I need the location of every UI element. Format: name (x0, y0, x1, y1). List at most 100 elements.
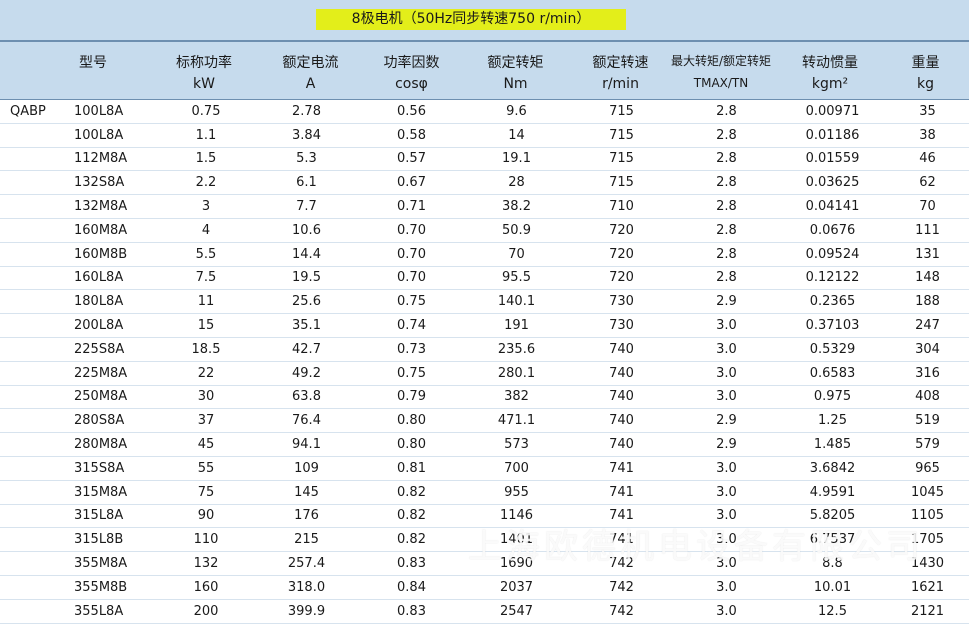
current-cell: 94.1 (254, 432, 359, 457)
inertia-cell: 5.8205 (779, 504, 886, 529)
inertia-cell: 0.00971 (779, 100, 886, 124)
weight-cell: 148 (886, 266, 969, 291)
torque-ratio-cell: 2.8 (674, 123, 779, 148)
torque-cell: 1146 (464, 504, 569, 529)
model-cell: 160M8A (62, 218, 158, 243)
speed-cell: 715 (569, 147, 674, 172)
current-cell: 109 (254, 456, 359, 481)
weight-cell: 38 (886, 123, 969, 148)
series-cell (0, 337, 62, 362)
header-unit: Nm (503, 76, 528, 92)
power-factor-cell: 0.84 (359, 575, 464, 600)
power-cell: 55 (158, 456, 254, 481)
header-unit: TMAX/TN (693, 76, 749, 90)
power-factor-cell: 0.58 (359, 123, 464, 148)
current-cell: 7.7 (254, 194, 359, 219)
power-cell: 75 (158, 480, 254, 505)
table-title: 8极电机（50Hz同步转速750 r/min） (316, 9, 626, 30)
torque-ratio-cell: 3.0 (674, 385, 779, 410)
power-cell: 110 (158, 527, 254, 553)
inertia-cell: 0.04141 (779, 194, 886, 219)
inertia-cell: 0.0676 (779, 218, 886, 243)
speed-cell: 715 (569, 123, 674, 148)
torque-cell: 38.2 (464, 194, 569, 219)
torque-ratio-cell: 2.8 (674, 242, 779, 267)
power-cell: 3 (158, 194, 254, 219)
power-cell: 5.5 (158, 242, 254, 267)
power-factor-cell: 0.81 (359, 456, 464, 481)
weight-cell: 247 (886, 313, 969, 338)
current-cell: 42.7 (254, 337, 359, 362)
torque-ratio-cell: 2.8 (674, 194, 779, 219)
weight-cell: 579 (886, 432, 969, 457)
table-row: 315S8A 55 109 0.81 700 741 3.0 3.6842 965 (0, 456, 969, 481)
power-factor-cell: 0.80 (359, 432, 464, 457)
torque-ratio-cell: 3.0 (674, 456, 779, 481)
torque-cell: 2547 (464, 599, 569, 624)
power-factor-cell: 0.79 (359, 385, 464, 410)
table-row: 355M8A 132 257.4 0.83 1690 742 3.0 8.8 1430 (0, 551, 969, 576)
current-cell: 14.4 (254, 242, 359, 267)
torque-ratio-cell: 2.8 (674, 218, 779, 243)
speed-cell: 742 (569, 575, 674, 600)
series-cell (0, 504, 62, 529)
current-cell: 10.6 (254, 218, 359, 243)
weight-cell: 188 (886, 289, 969, 315)
company-watermark: 上海欧德机电设备有限公司 (468, 527, 924, 567)
table-row: 315L8B 110 215 0.82 1401 741 3.0 6.7537 1705 (0, 527, 969, 553)
table-row: 200L8A 15 35.1 0.74 191 730 3.0 0.37103 247 (0, 313, 969, 338)
header-label: 额定电流 (282, 55, 339, 71)
model-cell: 250M8A (62, 385, 158, 410)
speed-cell: 730 (569, 313, 674, 338)
header-unit: kg (917, 76, 934, 92)
series-cell: QABP (0, 100, 62, 124)
speed-cell: 740 (569, 337, 674, 362)
inertia-cell: 1.485 (779, 432, 886, 457)
power-cell: 200 (158, 599, 254, 624)
weight-cell: 35 (886, 100, 969, 124)
table-row: 250M8A 30 63.8 0.79 382 740 3.0 0.975 408 (0, 385, 969, 410)
series-cell (0, 218, 62, 243)
power-cell: 4 (158, 218, 254, 243)
speed-cell: 740 (569, 385, 674, 410)
current-cell: 76.4 (254, 408, 359, 434)
current-cell: 35.1 (254, 313, 359, 338)
weight-cell: 965 (886, 456, 969, 481)
power-factor-cell: 0.80 (359, 408, 464, 434)
torque-ratio-cell: 3.0 (674, 599, 779, 624)
torque-cell: 95.5 (464, 266, 569, 291)
current-cell: 6.1 (254, 170, 359, 196)
torque-ratio-cell: 2.9 (674, 432, 779, 457)
header-label: 功率因数 (383, 55, 440, 71)
torque-cell: 573 (464, 432, 569, 457)
header-label: 型号 (79, 55, 107, 71)
torque-ratio-cell: 2.8 (674, 266, 779, 291)
weight-cell: 316 (886, 361, 969, 386)
torque-cell: 14 (464, 123, 569, 148)
current-cell: 3.84 (254, 123, 359, 148)
current-cell: 399.9 (254, 599, 359, 624)
torque-cell: 700 (464, 456, 569, 481)
weight-cell: 1705 (886, 527, 969, 553)
inertia-cell: 6.7537 (779, 527, 886, 553)
power-factor-cell: 0.83 (359, 599, 464, 624)
torque-ratio-cell: 3.0 (674, 527, 779, 553)
inertia-cell: 0.01559 (779, 147, 886, 172)
weight-cell: 304 (886, 337, 969, 362)
series-cell (0, 575, 62, 600)
current-cell: 176 (254, 504, 359, 529)
torque-cell: 235.6 (464, 337, 569, 362)
power-cell: 132 (158, 551, 254, 576)
power-cell: 45 (158, 432, 254, 457)
title-bar: 8极电机（50Hz同步转速750 r/min） (0, 0, 969, 42)
model-cell: 200L8A (62, 313, 158, 338)
model-cell: 355L8A (62, 599, 158, 624)
series-cell (0, 527, 62, 553)
speed-cell: 715 (569, 170, 674, 196)
model-cell: 315S8A (62, 456, 158, 481)
power-factor-cell: 0.82 (359, 527, 464, 553)
inertia-cell: 0.03625 (779, 170, 886, 196)
header-label: 额定转速 (592, 55, 649, 71)
inertia-cell: 0.2365 (779, 289, 886, 315)
power-cell: 22 (158, 361, 254, 386)
